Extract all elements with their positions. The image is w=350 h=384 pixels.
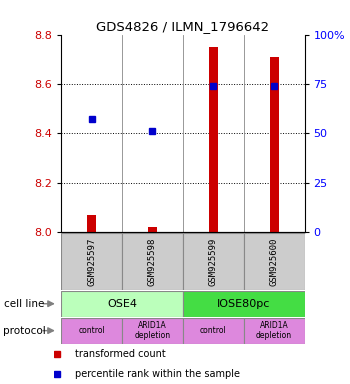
- Bar: [183, 318, 244, 344]
- Text: GSM925600: GSM925600: [270, 237, 279, 286]
- Bar: [87, 215, 96, 232]
- Bar: [183, 233, 244, 290]
- Bar: [244, 318, 304, 344]
- Text: percentile rank within the sample: percentile rank within the sample: [75, 369, 240, 379]
- Text: ARID1A
depletion: ARID1A depletion: [256, 321, 292, 340]
- Text: transformed count: transformed count: [75, 349, 166, 359]
- Bar: [122, 318, 183, 344]
- Text: ARID1A
depletion: ARID1A depletion: [134, 321, 170, 340]
- Bar: [209, 47, 218, 232]
- Text: GSM925597: GSM925597: [87, 237, 96, 286]
- Text: OSE4: OSE4: [107, 299, 137, 309]
- Bar: [122, 233, 183, 290]
- Text: GSM925599: GSM925599: [209, 237, 218, 286]
- Bar: [270, 57, 279, 232]
- Bar: [148, 227, 157, 232]
- Text: control: control: [200, 326, 227, 335]
- Bar: [183, 291, 304, 317]
- Bar: [244, 233, 304, 290]
- Text: cell line: cell line: [4, 299, 44, 309]
- Bar: [61, 291, 183, 317]
- Bar: [61, 318, 122, 344]
- Text: GSM925598: GSM925598: [148, 237, 157, 286]
- Text: IOSE80pc: IOSE80pc: [217, 299, 271, 309]
- Bar: [61, 233, 122, 290]
- Text: protocol: protocol: [4, 326, 46, 336]
- Text: control: control: [78, 326, 105, 335]
- Title: GDS4826 / ILMN_1796642: GDS4826 / ILMN_1796642: [96, 20, 270, 33]
